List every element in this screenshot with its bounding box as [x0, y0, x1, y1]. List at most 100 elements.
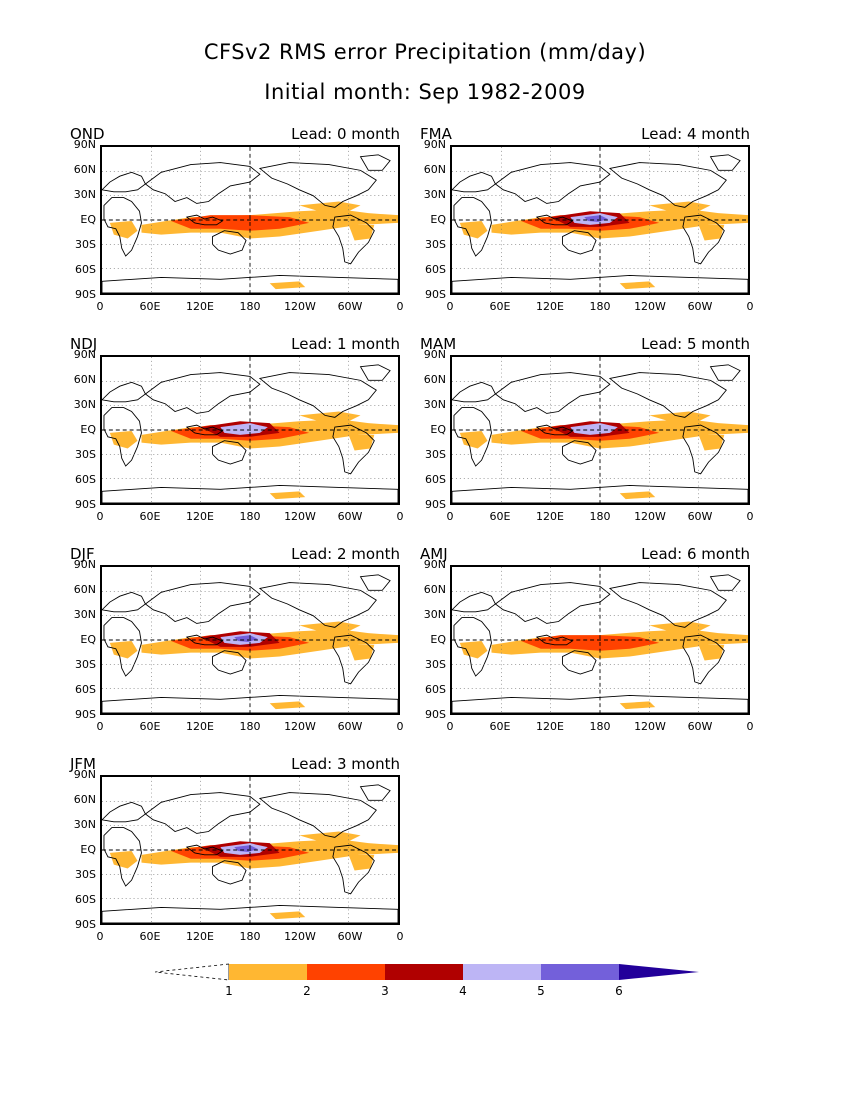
lon-tick-label: 0 [396, 300, 404, 313]
sub-title: Initial month: Sep 1982-2009 [264, 80, 586, 104]
lon-tick-label: 180 [239, 510, 261, 523]
coastline [608, 582, 727, 628]
error-contour [269, 281, 306, 290]
coastline [102, 591, 146, 613]
coastline [535, 214, 574, 226]
main-title: CFSv2 RMS error Precipitation (mm/day) [203, 40, 647, 64]
lat-tick-label: 90S [75, 708, 96, 721]
map-panel: AMJ Lead: 6 month 90N 60N 30N EQ 30S 60S 90S 0 60E… [420, 545, 754, 745]
lat-tick-label: 60S [75, 263, 96, 276]
lat-tick-label: 30N [423, 188, 446, 201]
lon-tick-label: 180 [239, 930, 261, 943]
panel-season-label: AMJ [420, 545, 448, 563]
lat-tick-label: 30S [425, 448, 446, 461]
lon-tick-label: 120E [536, 510, 564, 523]
coastline [258, 162, 377, 208]
lon-tick-label: 0 [746, 300, 754, 313]
lon-tick-label: 120E [186, 300, 214, 313]
panel-lead-label: Lead: 4 month [641, 125, 750, 143]
coastline [359, 364, 391, 381]
coastline [212, 230, 247, 255]
coastline [562, 440, 597, 465]
map-frame [100, 145, 400, 295]
coastline [212, 860, 247, 885]
map-svg [102, 777, 398, 923]
map-frame [450, 355, 750, 505]
coastline [258, 792, 377, 838]
lat-tick-label: 90N [423, 348, 446, 361]
colorbar-tick-label: 1 [225, 984, 233, 998]
map-panel: MAM Lead: 5 month 90N 60N 30N EQ 30S 60S 90S 0 60E… [420, 335, 754, 535]
lat-tick-label: 60N [73, 583, 96, 596]
lon-tick-label: 0 [746, 510, 754, 523]
lon-tick-label: 0 [96, 720, 104, 733]
coastline [103, 827, 142, 887]
lon-tick-label: 120W [284, 930, 316, 943]
coastline [682, 424, 725, 475]
error-contour [348, 854, 375, 871]
lon-tick-label: 180 [589, 510, 611, 523]
lon-tick-label: 180 [589, 300, 611, 313]
lat-tick-label: 60N [73, 373, 96, 386]
map-frame [100, 565, 400, 715]
lat-tick-label: 90S [75, 288, 96, 301]
colorbar-tick-label: 4 [459, 984, 467, 998]
colorbar-segment [541, 964, 619, 980]
coastline [452, 275, 748, 293]
error-contour [459, 430, 488, 449]
error-contour [109, 220, 138, 239]
panel-lead-label: Lead: 1 month [291, 335, 400, 353]
coastline [102, 695, 398, 713]
lat-tick-label: 90S [425, 708, 446, 721]
colorbar: 1 2 3 4 5 6 [154, 962, 715, 1002]
lat-tick-label: EQ [80, 843, 96, 856]
lon-tick-label: 120W [634, 300, 666, 313]
lon-tick-label: 60W [687, 510, 713, 523]
coastline [212, 440, 247, 465]
lon-tick-label: 60E [489, 720, 511, 733]
lon-tick-label: 60W [687, 720, 713, 733]
panel-season-label: NDJ [70, 335, 98, 353]
lat-tick-label: 60S [425, 263, 446, 276]
map-svg [452, 357, 748, 503]
coastline [608, 162, 727, 208]
lon-tick-label: 60W [337, 300, 363, 313]
panel-lead-label: Lead: 6 month [641, 545, 750, 563]
lat-tick-label: 30N [73, 818, 96, 831]
lon-tick-label: 0 [396, 510, 404, 523]
lat-tick-label: 60S [425, 683, 446, 696]
coastline [103, 197, 142, 257]
coastline [562, 230, 597, 255]
lat-tick-label: 90N [73, 768, 96, 781]
coastline [453, 407, 492, 467]
lat-tick-label: 30N [423, 398, 446, 411]
coastline [452, 591, 496, 613]
lat-tick-label: 60S [75, 683, 96, 696]
map-frame [100, 355, 400, 505]
colorbar-segment [385, 964, 463, 980]
coastline [562, 650, 597, 675]
error-contour [109, 640, 138, 659]
colorbar-tick-label: 6 [615, 984, 623, 998]
coastline [535, 634, 574, 646]
panel-lead-label: Lead: 0 month [291, 125, 400, 143]
coastline [359, 154, 391, 171]
error-contour [698, 434, 725, 451]
lon-tick-label: 0 [446, 720, 454, 733]
panel-season-label: OND [70, 125, 105, 143]
lon-tick-label: 180 [589, 720, 611, 733]
error-contour [584, 215, 608, 222]
error-contour [459, 640, 488, 659]
lat-tick-label: 90N [73, 558, 96, 571]
lat-tick-label: 60N [73, 793, 96, 806]
colorbar-tick-label: 3 [381, 984, 389, 998]
lat-tick-label: 90N [73, 348, 96, 361]
colorbar-lower-extension [154, 963, 230, 981]
lat-tick-label: 60N [73, 163, 96, 176]
lon-tick-label: 120W [284, 720, 316, 733]
coastline [185, 424, 224, 436]
lon-tick-label: 60E [139, 720, 161, 733]
coastline [494, 372, 611, 414]
map-panel: DJF Lead: 2 month 90N 60N 30N EQ 30S 60S 90S 0 60E… [70, 545, 404, 745]
lat-tick-label: 60N [423, 163, 446, 176]
